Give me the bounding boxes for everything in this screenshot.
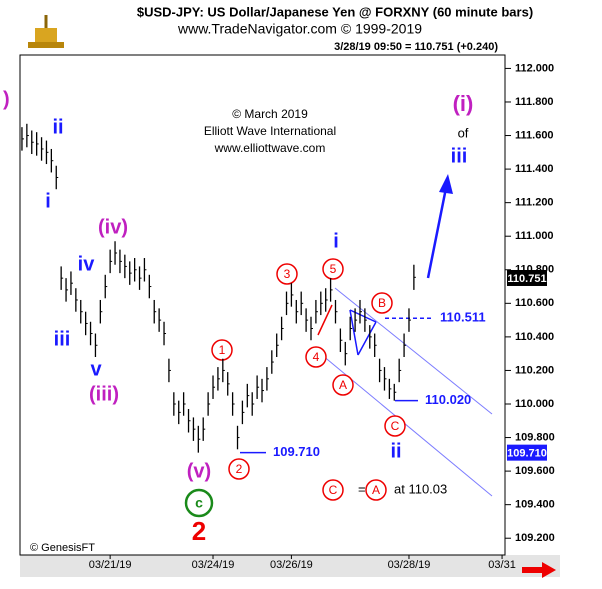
- y-tick-label: 111.200: [515, 197, 554, 209]
- y-tick-label: 109.600: [515, 465, 555, 477]
- wave-circle: [365, 479, 387, 501]
- credit: Elliott Wave International: [204, 124, 336, 138]
- wave-label: 3: [284, 267, 291, 281]
- wave-label: ii: [390, 440, 401, 462]
- credit: www.elliottwave.com: [214, 141, 326, 155]
- wave-label: A: [339, 378, 347, 392]
- wave-label: C: [329, 483, 338, 497]
- wave-label: iv: [78, 253, 96, 275]
- wave-circle: [184, 488, 214, 518]
- wave-label: ): [3, 88, 10, 110]
- x-axis-band: [20, 555, 560, 577]
- y-tick-label: 109.200: [515, 532, 555, 544]
- wave-circle: [228, 458, 250, 480]
- wave-label: i: [333, 230, 339, 252]
- credit: © March 2019: [232, 107, 308, 121]
- y-tick-label: 109.400: [515, 499, 555, 511]
- wave-label: 1: [219, 343, 226, 357]
- y-tick-label: 110.600: [515, 297, 554, 309]
- wave-label: (iv): [98, 216, 128, 238]
- wave-label: v: [90, 358, 102, 380]
- y-tick-label: 110.000: [515, 398, 554, 410]
- wave-label: 5: [330, 262, 337, 276]
- axis-marker-label: 110.751: [507, 273, 546, 285]
- wave-label: (v): [187, 460, 211, 482]
- wave-label: 2: [236, 462, 243, 476]
- wave-circle: [276, 263, 298, 285]
- x-tick-label: 03/21/19: [89, 559, 132, 571]
- source: © GenesisFT: [30, 542, 95, 554]
- wave-label: iii: [54, 328, 71, 350]
- note: at 110.03: [394, 481, 447, 496]
- wave-label: A: [372, 483, 380, 497]
- wave-label: of: [458, 125, 469, 140]
- wave-label: i: [45, 190, 51, 212]
- x-tick-label: 03/26/19: [270, 559, 313, 571]
- circled-labels: 1 2 3 4 5 A B C C A: [211, 258, 406, 501]
- y-tick-label: 109.800: [515, 431, 555, 443]
- axis-marker: [507, 269, 547, 286]
- wave-circle: [384, 415, 406, 437]
- wave-circle: [332, 374, 354, 396]
- wave-label: 2: [192, 516, 206, 546]
- y-tick-label: 111.000: [515, 230, 554, 242]
- y-tick-label: 110.200: [515, 364, 554, 376]
- quote: 3/28/19 09:50 = 110.751 (+0.240): [334, 41, 498, 53]
- y-tick-label: 111.800: [515, 96, 554, 108]
- level-label: 110.511: [440, 310, 486, 325]
- x-tick-label: 03/31: [488, 559, 516, 571]
- level-label: 110.020: [425, 392, 471, 407]
- note: =: [358, 481, 366, 496]
- wave-label: 4: [313, 350, 320, 364]
- subtitle: www.TradeNavigator.com © 1999-2019: [177, 21, 422, 37]
- wave-circle: [322, 479, 344, 501]
- y-tick-label: 110.400: [515, 331, 554, 343]
- wave-label: B: [378, 296, 386, 310]
- wave-label: ii: [52, 116, 63, 138]
- logo: [28, 15, 64, 48]
- x-tick-label: 03/24/19: [192, 559, 235, 571]
- wave-label: C: [391, 419, 400, 433]
- y-tick-label: 111.400: [515, 163, 554, 175]
- wave-label: c: [195, 495, 203, 511]
- title: $USD-JPY: US Dollar/Japanese Yen @ FORXN…: [137, 4, 533, 19]
- wave-label: iii: [451, 145, 468, 167]
- axis-marker-label: 109.710: [507, 448, 547, 460]
- wave-circle: [371, 292, 393, 314]
- axis-marker: [507, 444, 547, 461]
- level-label: 109.710: [273, 444, 320, 459]
- x-tick-label: 03/28/19: [388, 559, 431, 571]
- wave-circle: [305, 346, 327, 368]
- scroll-arrow: [522, 562, 556, 578]
- wave-label: (i): [453, 91, 474, 116]
- wave-label: (iii): [89, 383, 119, 405]
- projection-arrow: [426, 174, 453, 279]
- wave-circle: [211, 339, 233, 361]
- wave-circle: [322, 258, 344, 280]
- y-tick-label: 111.600: [515, 129, 554, 141]
- y-tick-label: 112.000: [515, 62, 554, 74]
